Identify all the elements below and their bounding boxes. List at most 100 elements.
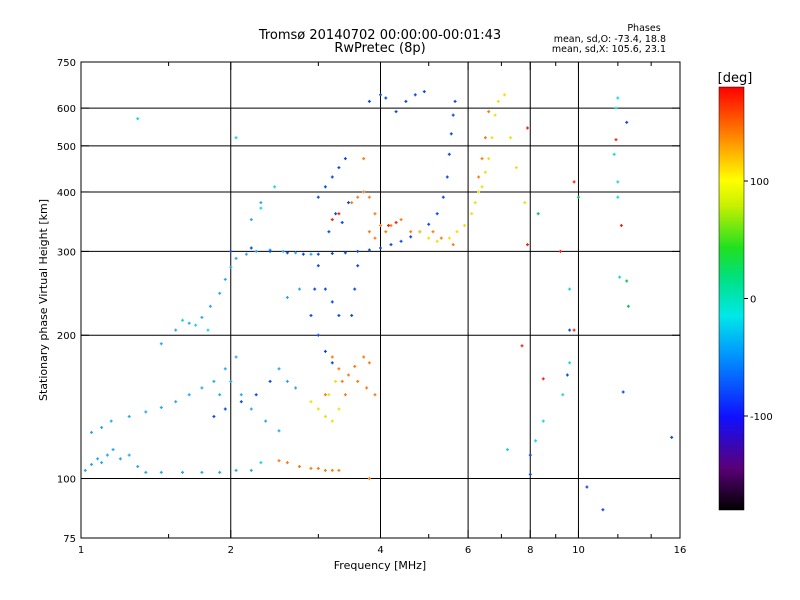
data-point (616, 96, 620, 100)
data-point (323, 287, 327, 291)
data-point (111, 448, 115, 452)
data-point (218, 291, 222, 295)
data-point (294, 251, 298, 255)
data-point (223, 407, 227, 411)
data-point (394, 110, 398, 114)
colorbar (718, 86, 745, 511)
data-point (127, 453, 131, 457)
data-point (90, 463, 93, 466)
data-point (422, 90, 426, 94)
data-point (249, 407, 253, 411)
data-point (309, 252, 313, 256)
data-point (572, 180, 576, 184)
data-point (483, 170, 487, 174)
data-point (309, 466, 313, 470)
data-point (330, 355, 334, 359)
data-point (105, 453, 109, 457)
data-point (136, 117, 140, 121)
data-point (330, 252, 334, 255)
data-point (577, 195, 580, 199)
data-point (493, 113, 497, 117)
data-point (234, 256, 238, 260)
data-point (389, 243, 393, 247)
chart-title: Tromsø 20140702 00:00:00-00:01:43 (258, 28, 501, 43)
data-point (362, 190, 366, 194)
data-point (572, 328, 576, 332)
data-point (330, 175, 334, 179)
data-point (373, 212, 377, 216)
data-point (568, 287, 572, 291)
x-tick-label: 6 (465, 545, 471, 556)
data-point (277, 459, 281, 463)
data-point (526, 126, 529, 130)
data-point (480, 157, 484, 161)
data-point (379, 224, 382, 227)
data-point (264, 419, 268, 423)
data-point (379, 246, 382, 250)
x-tick-label: 10 (572, 545, 585, 556)
data-point (384, 230, 388, 234)
data-point (254, 249, 258, 253)
data-point (337, 468, 341, 472)
data-point (353, 364, 357, 368)
stats-title: Phases (627, 23, 660, 34)
y-tick-label: 600 (57, 104, 76, 115)
data-point (506, 448, 509, 452)
data-point (194, 323, 198, 327)
data-point (439, 236, 443, 240)
data-point (268, 249, 272, 253)
grid-lines (81, 62, 680, 538)
data-point (362, 157, 366, 161)
data-point (441, 195, 445, 199)
y-axis-label: Stationary phase Virtual Height [km] (37, 199, 50, 401)
data-point (526, 243, 529, 247)
data-point (181, 318, 184, 322)
data-point (528, 453, 532, 457)
y-tick-label: 200 (57, 331, 76, 342)
axes: 1 2 4 6 8 10 16 75 100 200 300 400 500 600 750 (57, 58, 686, 556)
data-point (316, 252, 320, 256)
data-points (83, 90, 674, 512)
data-point (273, 185, 277, 189)
data-point (477, 190, 481, 194)
colorbar-label: [deg] (718, 71, 753, 86)
data-point (330, 218, 334, 222)
data-point (298, 287, 301, 291)
data-point (200, 315, 204, 319)
data-point (330, 300, 334, 304)
data-point (427, 236, 431, 240)
data-point (277, 429, 281, 433)
data-point (323, 393, 327, 397)
x-axis-label: Frequency [MHz] (334, 559, 426, 572)
data-point (343, 251, 347, 255)
data-point (367, 99, 371, 103)
data-point (514, 166, 518, 170)
data-point (294, 386, 298, 390)
data-point (353, 287, 357, 291)
data-point (585, 485, 589, 489)
data-point (337, 212, 341, 216)
data-point (626, 304, 630, 308)
data-point (347, 373, 350, 377)
data-point (334, 212, 338, 216)
y-tick-label: 75 (63, 534, 76, 545)
data-point (206, 328, 210, 332)
data-point (356, 379, 360, 383)
data-point (509, 136, 512, 140)
data-point (337, 367, 341, 371)
data-point (330, 361, 334, 365)
data-point (367, 248, 371, 252)
data-point (212, 379, 216, 383)
data-point (218, 393, 222, 397)
data-point (100, 461, 104, 465)
x-tick-label: 8 (527, 545, 533, 556)
data-point (223, 367, 227, 371)
data-point (379, 93, 382, 97)
data-point (449, 132, 453, 136)
data-point (136, 465, 140, 468)
data-point (387, 224, 390, 227)
data-point (340, 379, 344, 383)
data-point (259, 461, 263, 465)
data-point (612, 152, 616, 156)
stats-line-o: mean, sd,O: -73.4, 18.8 (554, 34, 666, 45)
